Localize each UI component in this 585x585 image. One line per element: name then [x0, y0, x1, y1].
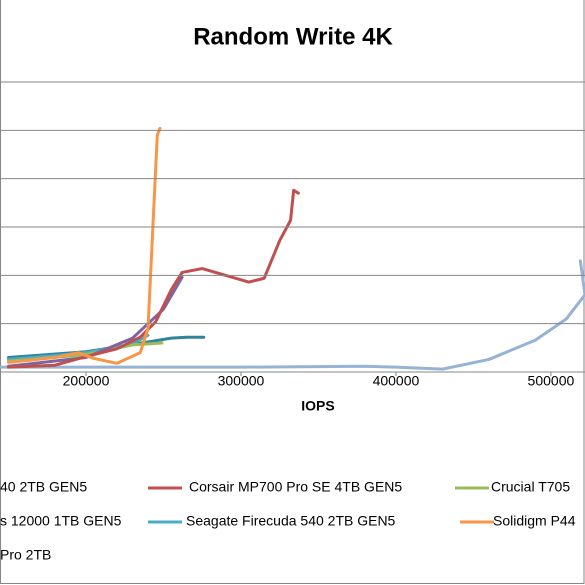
plot-area	[0, 126, 585, 371]
series-line	[7, 126, 162, 365]
legend-label: Solidigm P44	[493, 513, 576, 529]
legend-label: Seagate Firecuda 540 2TB GEN5	[186, 513, 396, 529]
chart-title: Random Write 4K	[193, 23, 393, 50]
series-line	[7, 333, 150, 361]
legend-label: Pro 2TB	[0, 547, 51, 563]
x-tick-label: 400000	[373, 373, 420, 389]
legend-label: s 12000 1TB GEN5	[0, 513, 122, 529]
x-tick-label: 500000	[528, 373, 575, 389]
series-line	[7, 335, 206, 359]
series-line	[0, 259, 585, 371]
x-tick-label: 200000	[63, 373, 110, 389]
series-line	[7, 275, 184, 368]
x-tick-label: 300000	[218, 373, 265, 389]
x-axis-title: IOPS	[301, 398, 334, 414]
legend-label: 40 2TB GEN5	[0, 479, 87, 495]
series-line	[7, 188, 300, 369]
legend-label: Corsair MP700 Pro SE 4TB GEN5	[189, 479, 402, 495]
legend-label: Crucial T705	[491, 479, 570, 495]
